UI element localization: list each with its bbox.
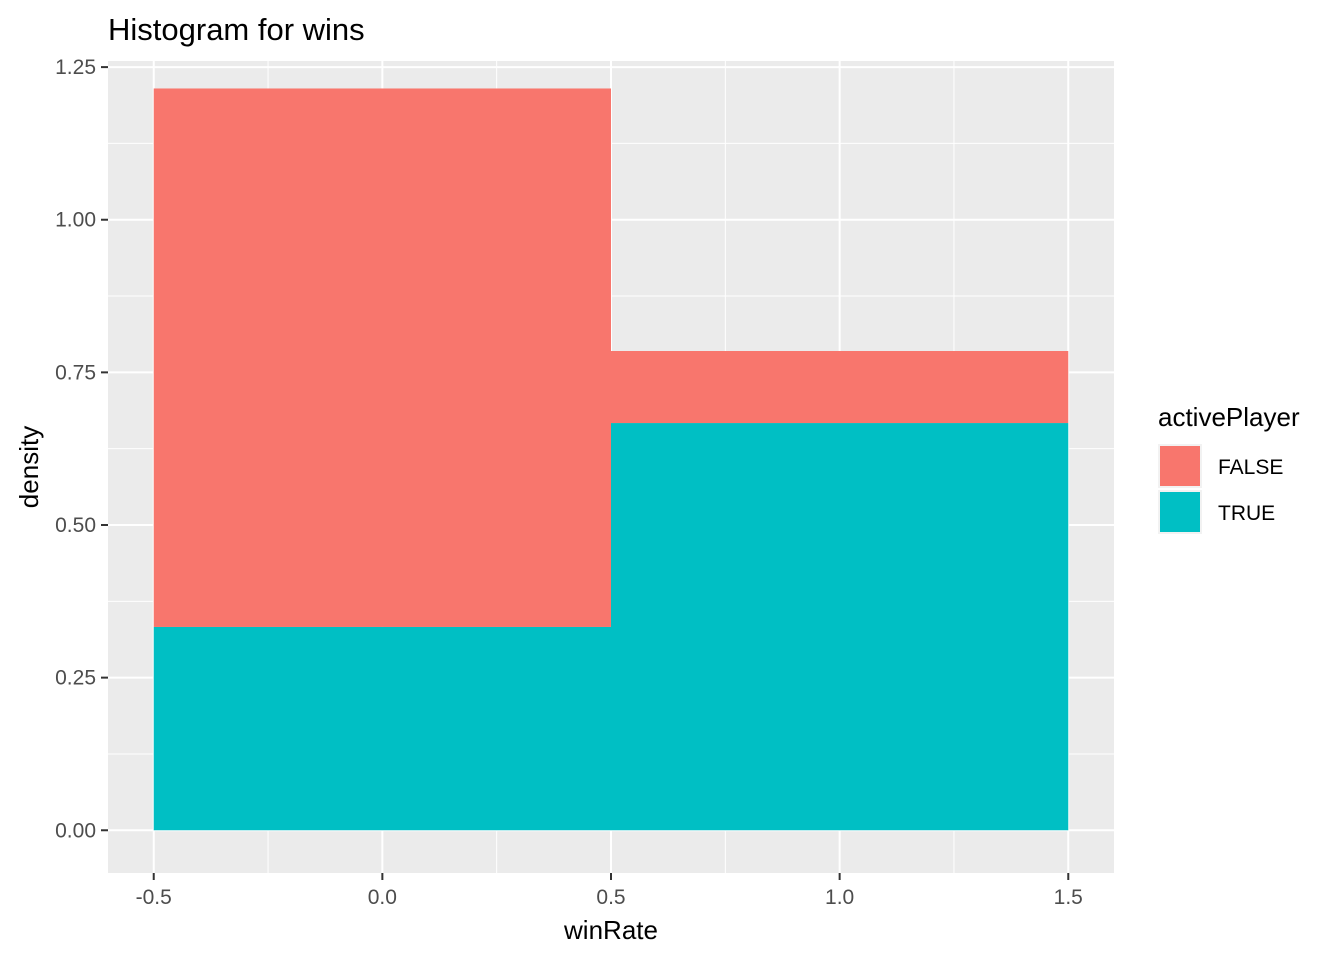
x-tick-label: 0.0 [368,886,397,909]
y-tick-label: 0.00 [55,819,96,842]
histogram-bar-true [153,626,611,831]
y-tick-label: 0.50 [55,514,96,537]
legend-key-swatch [1160,492,1200,532]
legend-label: TRUE [1218,502,1275,525]
legend-title: activePlayer [1158,402,1300,432]
histogram-bar-true [611,423,1069,831]
legend-label: FALSE [1218,456,1283,479]
y-tick-label: 1.00 [55,209,96,232]
x-tick-label: -0.5 [136,886,172,909]
x-tick-label: 1.0 [825,886,854,909]
x-tick-label: 1.5 [1054,886,1083,909]
legend: activePlayer FALSE TRUE [1158,402,1300,534]
y-tick-label: 1.25 [55,56,96,79]
legend-key-swatch [1160,446,1200,486]
y-tick-label: 0.25 [55,667,96,690]
x-axis: -0.5 0.0 0.5 1.0 1.5 [136,873,1083,909]
bars [153,88,1069,831]
histogram-bar-false [611,351,1069,424]
x-axis-title: winRate [563,915,658,945]
chart-title: Histogram for wins [108,12,365,47]
y-axis: 0.00 0.25 0.50 0.75 1.00 1.25 [55,56,108,842]
x-tick-label: 0.5 [596,886,625,909]
y-axis-title: density [14,426,44,508]
histogram-bar-false [153,88,611,627]
y-tick-label: 0.75 [55,361,96,384]
